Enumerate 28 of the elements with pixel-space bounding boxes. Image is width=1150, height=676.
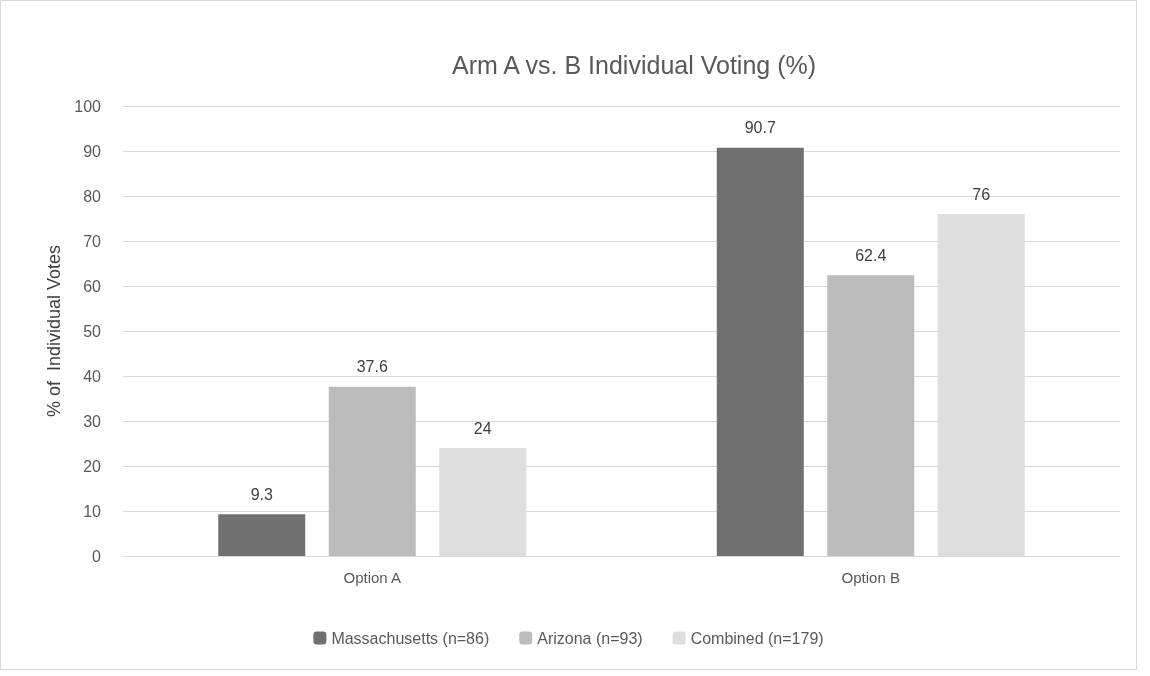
data-label: 37.6 — [356, 358, 388, 376]
y-tick-label: 50 — [83, 322, 102, 340]
bar — [716, 147, 804, 556]
data-label: 9.3 — [250, 485, 273, 503]
y-tick-label: 90 — [83, 142, 102, 160]
y-tick-label: 10 — [83, 502, 102, 520]
y-tick-label: 0 — [92, 547, 102, 565]
y-tick-label: 30 — [83, 412, 102, 430]
data-label: 24 — [473, 419, 492, 437]
y-tick-label: 60 — [83, 277, 102, 295]
data-label: 62.4 — [855, 246, 887, 264]
chart-title: Arm A vs. B Individual Voting (%) — [451, 50, 817, 79]
legend-label: Arizona (n=93) — [537, 629, 643, 647]
x-tick-label: Option B — [841, 569, 900, 586]
x-tick-label: Option A — [343, 569, 402, 586]
data-label: 90.7 — [744, 119, 776, 137]
bar — [218, 514, 306, 556]
y-tick-label: 40 — [83, 367, 102, 385]
bar — [827, 275, 915, 556]
data-label: 76 — [972, 185, 991, 203]
legend-label: Combined (n=179) — [690, 629, 824, 647]
y-tick-label: 20 — [83, 457, 102, 475]
bar — [328, 386, 416, 556]
y-tick-label: 100 — [74, 97, 102, 115]
y-tick-label: 80 — [83, 187, 102, 205]
y-axis-title: % of Individual Votes — [44, 244, 65, 418]
legend-label: Massachusetts (n=86) — [331, 629, 490, 647]
y-tick-label: 70 — [83, 232, 102, 250]
